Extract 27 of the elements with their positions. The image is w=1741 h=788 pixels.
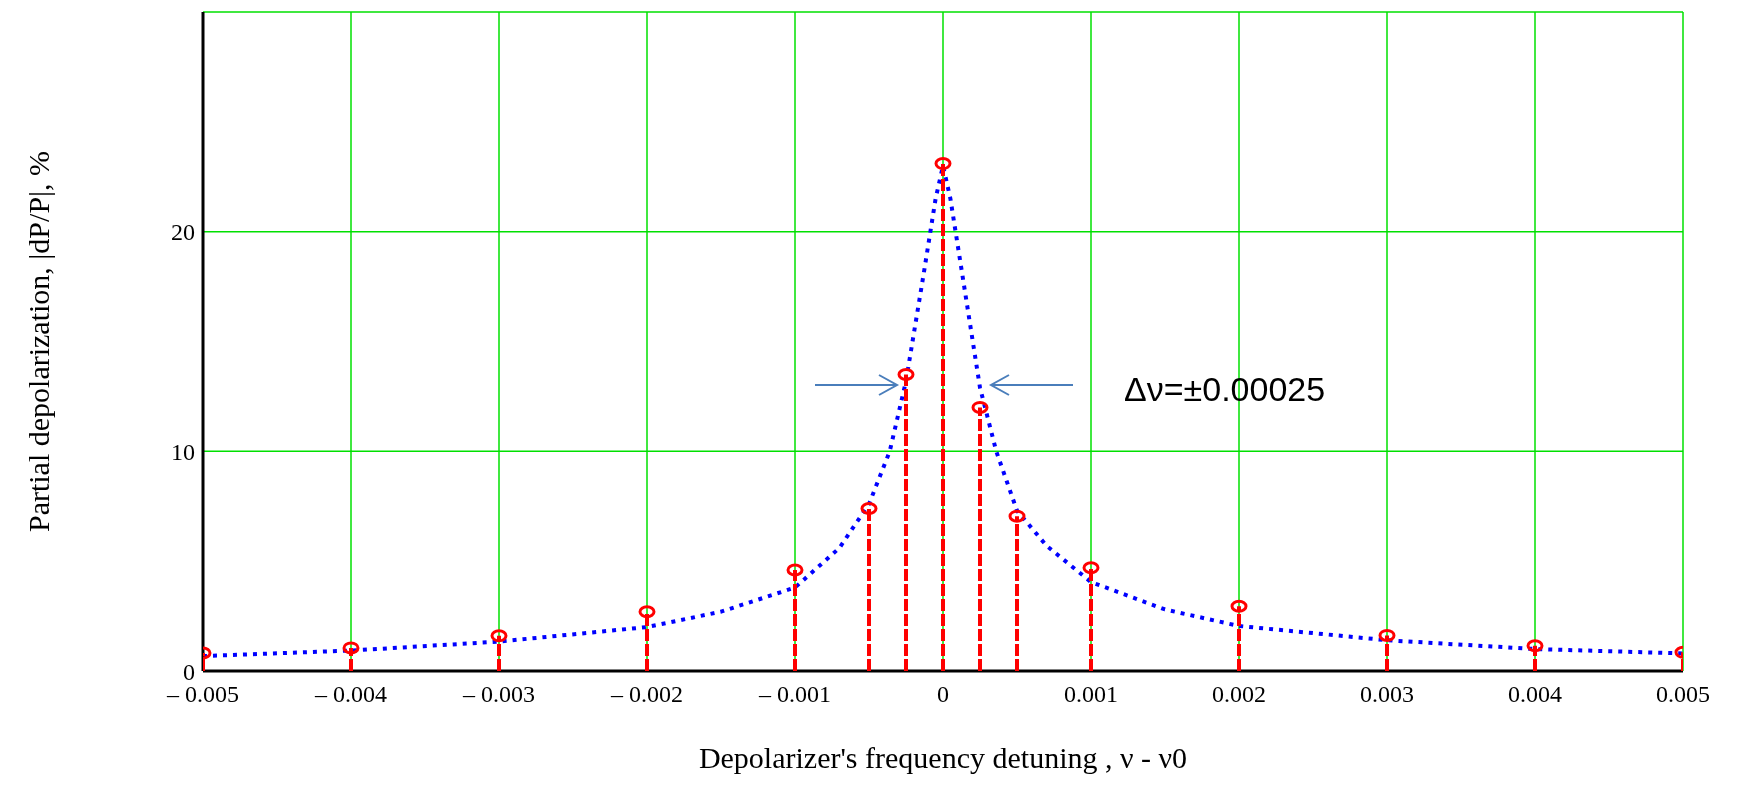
point bbox=[1008, 509, 1026, 523]
point bbox=[1378, 628, 1396, 642]
point bbox=[1230, 599, 1248, 613]
x-tick-label: – 0.002 bbox=[610, 681, 683, 708]
point bbox=[490, 629, 508, 643]
point bbox=[1526, 639, 1544, 653]
point bbox=[971, 400, 989, 414]
point bbox=[342, 641, 360, 655]
point bbox=[934, 157, 952, 171]
point bbox=[860, 501, 878, 515]
x-tick-label: 0.001 bbox=[1064, 681, 1118, 708]
point bbox=[786, 563, 804, 577]
y-tick-label: 20 bbox=[171, 219, 195, 246]
y-axis-title: Partial depolarization, |dP/P|, % bbox=[21, 150, 55, 533]
point bbox=[897, 367, 915, 381]
x-tick-label: 0.002 bbox=[1212, 681, 1266, 708]
x-tick-label: – 0.004 bbox=[314, 681, 387, 708]
point bbox=[638, 605, 656, 619]
x-axis-title: Depolarizer's frequency detuning , ν - ν0 bbox=[698, 741, 1188, 774]
x-tick-label: – 0.001 bbox=[758, 681, 831, 708]
y-tick-label: 10 bbox=[171, 438, 195, 465]
x-tick-label: 0.003 bbox=[1360, 681, 1414, 708]
x-tick-label: 0.004 bbox=[1508, 681, 1562, 708]
x-tick-label: 0.005 bbox=[1656, 681, 1710, 708]
x-tick-label: – 0.003 bbox=[462, 681, 535, 708]
x-tick-label: 0 bbox=[937, 681, 949, 708]
point bbox=[1082, 561, 1100, 575]
